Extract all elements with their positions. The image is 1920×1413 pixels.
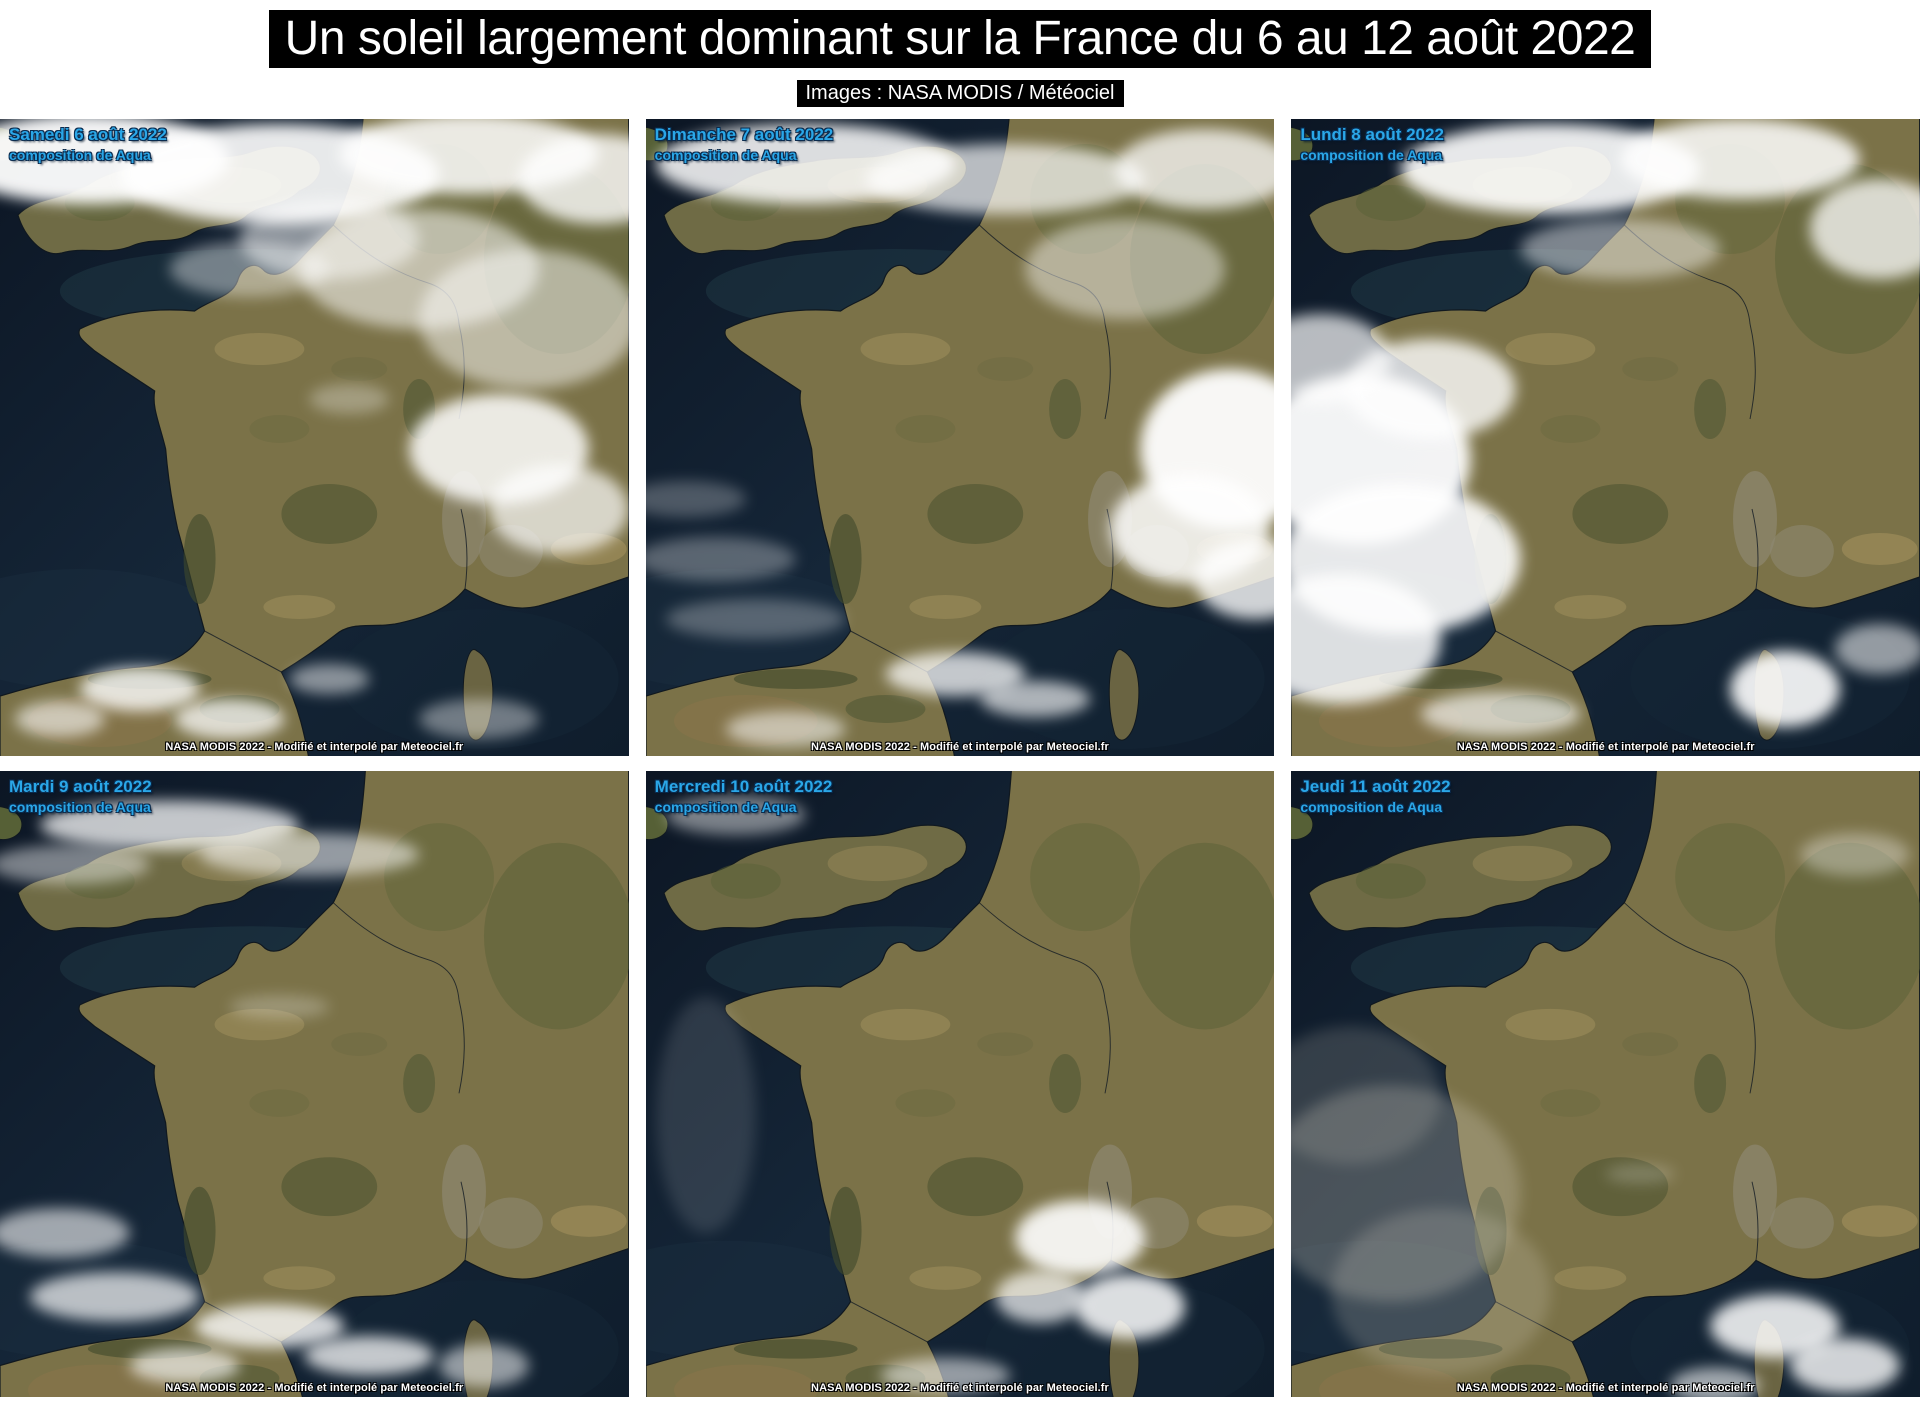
satellite-map-image (1291, 118, 1920, 756)
page-header: Un soleil largement dominant sur la Fran… (0, 0, 1920, 68)
satellite-panel: Dimanche 7 août 2022 composition de Aqua… (645, 118, 1275, 756)
page-title: Un soleil largement dominant sur la Fran… (268, 10, 1652, 68)
panel-credit-label: NASA MODIS 2022 - Modifié et interpolé p… (165, 1381, 464, 1394)
panel-date-label: Mercredi 10 août 2022 (654, 776, 833, 796)
satellite-map-image (0, 770, 629, 1397)
image-credit-subtitle: Images : NASA MODIS / Météociel (796, 79, 1124, 107)
panel-label: Lundi 8 août 2022 composition de Aqua (1300, 125, 1444, 163)
satellite-panel: Jeudi 11 août 2022 composition de Aqua N… (1291, 770, 1920, 1397)
panel-source-label: composition de Aqua (654, 146, 797, 163)
panel-date-label: Jeudi 11 août 2022 (1300, 776, 1451, 796)
panel-label: Dimanche 7 août 2022 composition de Aqua (655, 125, 834, 163)
panel-source-label: composition de Aqua (1300, 146, 1443, 163)
satellite-map-image (0, 118, 629, 756)
subtitle-row: Images : NASA MODIS / Météociel (0, 79, 1920, 107)
satellite-panel: Samedi 6 août 2022 composition de Aqua N… (0, 118, 629, 756)
panel-date-label: Dimanche 7 août 2022 (654, 124, 834, 144)
satellite-panel: Mardi 9 août 2022 composition de Aqua NA… (0, 770, 629, 1397)
panel-date-label: Samedi 6 août 2022 (9, 124, 167, 144)
panel-label: Mardi 9 août 2022 composition de Aqua (9, 777, 152, 815)
panel-credit-label: NASA MODIS 2022 - Modifié et interpolé p… (811, 1381, 1109, 1394)
panel-credit-label: NASA MODIS 2022 - Modifié et interpolé p… (1456, 740, 1755, 753)
satellite-panel: Mercredi 10 août 2022 composition de Aqu… (645, 770, 1275, 1397)
satellite-panel: Lundi 8 août 2022 composition de Aqua NA… (1291, 118, 1920, 756)
satellite-grid: Samedi 6 août 2022 composition de Aqua N… (0, 118, 1920, 1397)
panel-label: Jeudi 11 août 2022 composition de Aqua (1300, 777, 1450, 815)
panel-label: Samedi 6 août 2022 composition de Aqua (9, 125, 167, 163)
satellite-map-image (1291, 770, 1920, 1397)
panel-date-label: Lundi 8 août 2022 (1300, 124, 1444, 144)
panel-label: Mercredi 10 août 2022 composition de Aqu… (655, 777, 833, 815)
panel-source-label: composition de Aqua (9, 146, 151, 163)
panel-credit-label: NASA MODIS 2022 - Modifié et interpolé p… (165, 740, 464, 753)
satellite-map-image (645, 770, 1275, 1397)
satellite-map-image (645, 118, 1275, 756)
panel-source-label: composition de Aqua (1300, 798, 1443, 815)
panel-date-label: Mardi 9 août 2022 (9, 776, 152, 796)
panel-credit-label: NASA MODIS 2022 - Modifié et interpolé p… (1456, 1381, 1755, 1394)
panel-source-label: composition de Aqua (9, 798, 151, 815)
panel-credit-label: NASA MODIS 2022 - Modifié et interpolé p… (811, 740, 1109, 753)
panel-source-label: composition de Aqua (654, 798, 797, 815)
